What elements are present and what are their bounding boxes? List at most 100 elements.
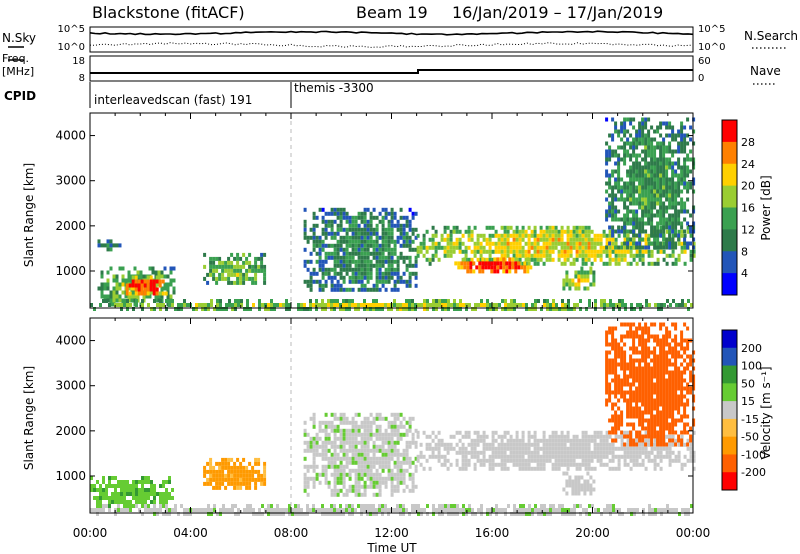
range-gate-cell — [692, 141, 696, 146]
range-gate-cell — [665, 330, 669, 335]
range-gate-cell — [590, 253, 594, 258]
range-gate-cell — [638, 189, 642, 194]
range-gate-cell — [165, 480, 168, 484]
range-gate-cell — [605, 153, 609, 158]
range-gate-cell — [405, 303, 408, 307]
range-gate-cell — [569, 438, 573, 443]
range-gate-cell — [617, 169, 621, 174]
range-gate-cell — [506, 466, 510, 471]
range-gate-cell — [416, 245, 420, 250]
range-gate-cell — [345, 416, 349, 421]
range-gate-cell — [378, 436, 382, 441]
range-gate-cell — [440, 442, 444, 447]
range-gate-cell — [218, 485, 222, 490]
range-gate-cell — [127, 274, 131, 279]
range-gate-cell — [118, 282, 122, 287]
range-gate-cell — [530, 233, 534, 238]
range-gate-cell — [248, 268, 252, 273]
range-gate-cell — [536, 233, 540, 238]
range-gate-cell — [680, 149, 684, 154]
range-gate-cell — [521, 237, 525, 242]
range-gate-cell — [438, 512, 441, 516]
range-gate-cell — [647, 193, 651, 198]
range-gate-cell — [390, 468, 394, 473]
range-gate-cell — [656, 141, 660, 146]
range-gate-cell — [440, 233, 444, 238]
range-gate-cell — [662, 374, 666, 379]
range-gate-cell — [372, 287, 376, 292]
range-gate-cell — [530, 245, 534, 250]
range-gate-cell — [623, 213, 627, 218]
range-gate-cell — [248, 276, 252, 281]
range-gate-cell — [227, 465, 231, 470]
range-gate-cell — [239, 473, 243, 478]
range-gate-cell — [390, 452, 394, 457]
range-gate-cell — [330, 287, 334, 292]
range-gate-cell — [638, 406, 642, 411]
range-gate-cell — [405, 432, 409, 437]
range-gate-cell — [614, 430, 618, 435]
range-gate-cell — [605, 149, 609, 154]
range-gate-cell — [686, 165, 690, 170]
range-gate-cell — [321, 207, 325, 212]
range-gate-cell — [330, 235, 334, 240]
range-gate-cell — [686, 197, 690, 202]
range-gate-cell — [644, 354, 648, 359]
range-gate-cell — [93, 307, 96, 311]
range-gate-cell — [363, 283, 367, 288]
range-gate-cell — [213, 504, 216, 508]
range-gate-cell — [360, 512, 363, 516]
range-gate-cell — [479, 241, 483, 246]
range-gate-cell — [662, 402, 666, 407]
range-gate-cell — [686, 141, 690, 146]
range-gate-cell — [378, 412, 382, 417]
range-gate-cell — [456, 512, 459, 516]
range-gate-cell — [303, 472, 307, 477]
range-gate-cell — [566, 430, 570, 435]
range-gate-cell — [363, 480, 367, 485]
range-gate-cell — [282, 512, 285, 516]
range-gate-cell — [662, 350, 666, 355]
range-gate-cell — [467, 237, 471, 242]
range-gate-cell — [114, 484, 117, 488]
range-gate-cell — [542, 462, 546, 467]
range-gate-cell — [363, 468, 367, 473]
range-gate-cell — [540, 508, 543, 512]
range-gate-cell — [650, 422, 654, 427]
range-gate-cell — [458, 450, 462, 455]
range-gate-cell — [414, 255, 418, 260]
range-gate-cell — [580, 270, 584, 275]
range-gate-cell — [584, 249, 588, 254]
range-gate-cell — [626, 366, 630, 371]
range-gate-cell — [686, 245, 690, 250]
range-gate-cell — [635, 402, 639, 407]
range-gate-cell — [212, 485, 216, 490]
range-gate-cell — [644, 326, 648, 331]
range-gate-cell — [614, 249, 618, 254]
range-gate-cell — [384, 215, 388, 220]
range-gate-cell — [327, 299, 330, 303]
range-gate-cell — [549, 508, 552, 512]
range-gate-cell — [381, 279, 385, 284]
range-gate-cell — [276, 504, 279, 508]
range-gate-cell — [390, 444, 394, 449]
range-gate-cell — [222, 307, 225, 311]
range-gate-cell — [363, 251, 367, 256]
range-gate-cell — [665, 342, 669, 347]
range-gate-cell — [476, 430, 480, 435]
range-gate-cell — [117, 508, 120, 512]
range-gate-cell — [527, 241, 531, 246]
range-gate-cell — [644, 374, 648, 379]
range-gate-cell — [405, 219, 409, 224]
range-gate-cell — [671, 221, 675, 226]
range-gate-cell — [665, 370, 669, 375]
range-gate-cell — [627, 508, 630, 512]
range-gate-cell — [321, 456, 325, 461]
range-gate-cell — [360, 243, 364, 248]
range-gate-cell — [327, 484, 331, 489]
range-gate-cell — [434, 434, 438, 439]
range-gate-cell — [390, 476, 394, 481]
range-gate-cell — [629, 253, 633, 258]
range-gate-cell — [561, 299, 564, 303]
range-gate-cell — [360, 283, 364, 288]
